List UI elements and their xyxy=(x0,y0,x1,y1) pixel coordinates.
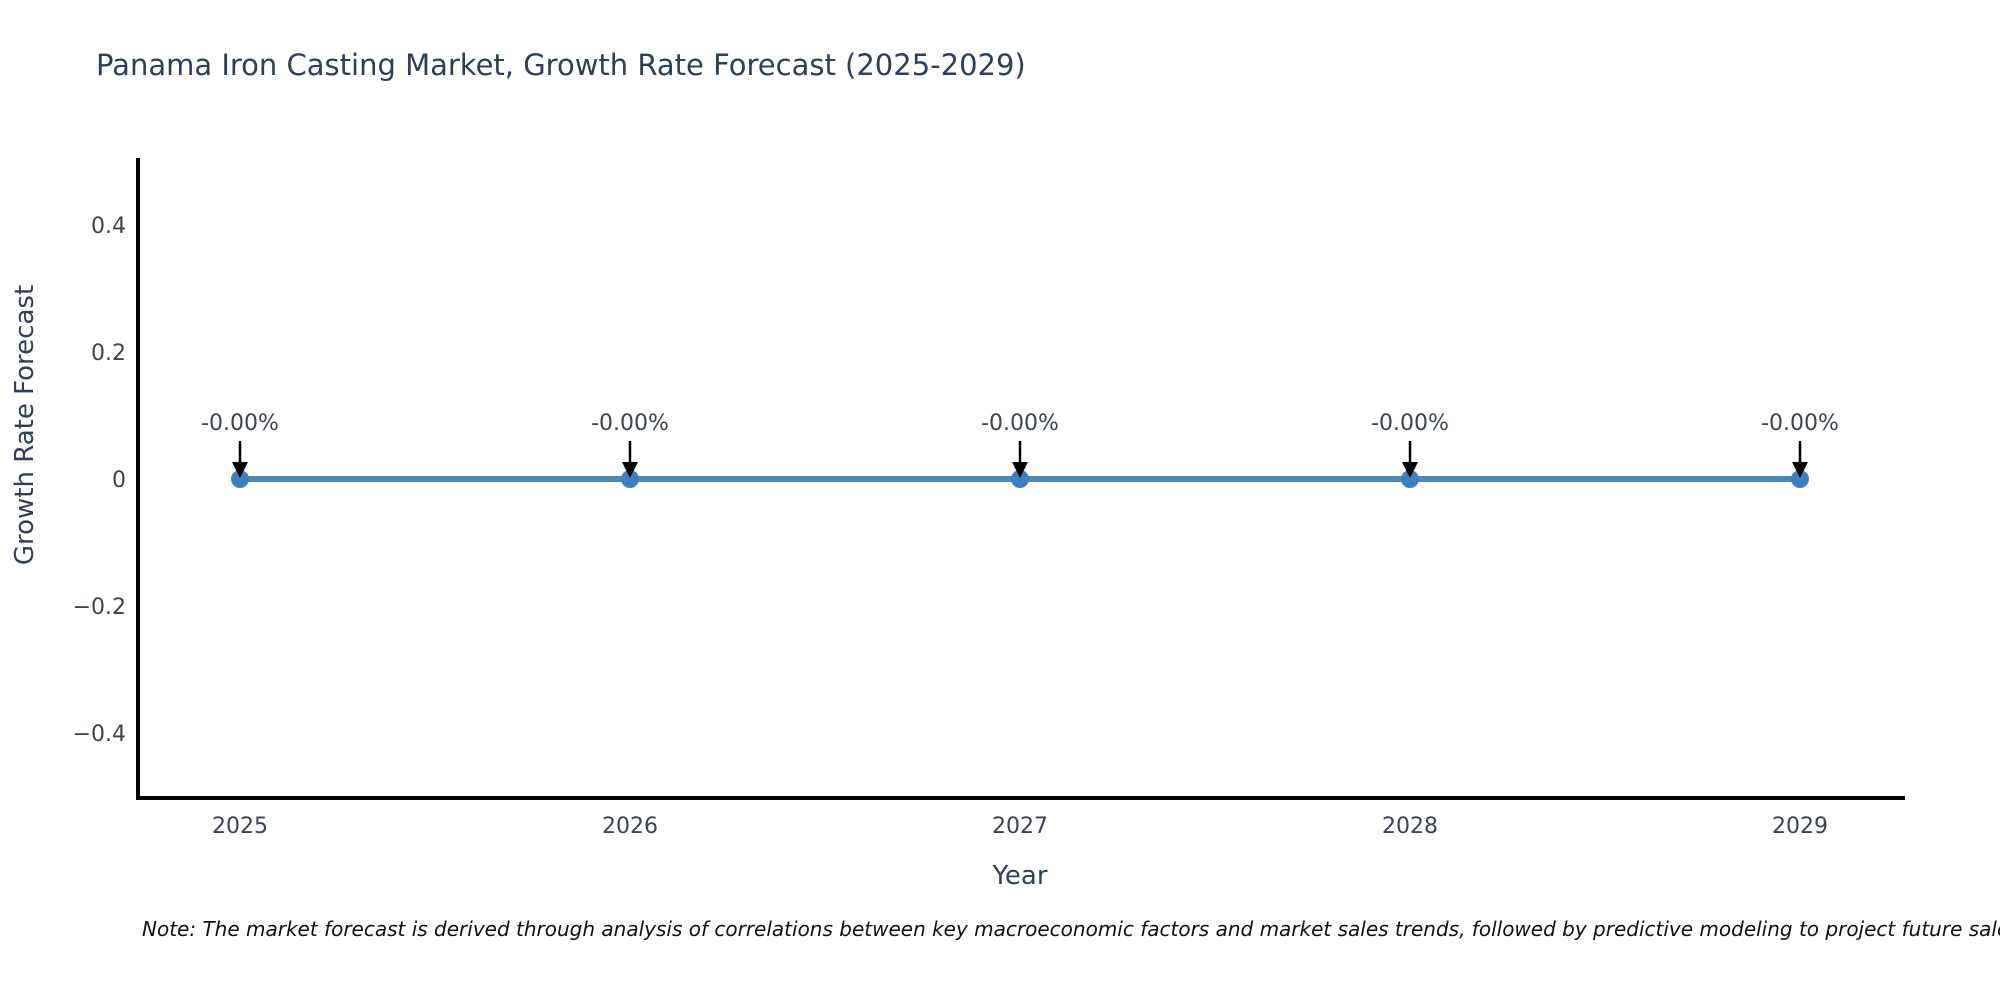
point-annotation: -0.00% xyxy=(1761,411,1839,478)
annotation-arrowhead xyxy=(232,462,248,478)
data-point-marker xyxy=(231,470,249,488)
annotation-label: -0.00% xyxy=(1761,411,1839,436)
annotation-arrowhead xyxy=(622,462,638,478)
y-tick-label: 0 xyxy=(112,468,126,493)
point-annotation: -0.00% xyxy=(591,411,669,478)
annotation-label: -0.00% xyxy=(201,411,279,436)
annotation-layer: -0.00% -0.00% -0.00% -0.00% -0.00% xyxy=(201,411,1839,478)
y-tick-label: 0.4 xyxy=(91,214,126,239)
annotation-label: -0.00% xyxy=(981,411,1059,436)
axes-layer: 0.4 0.2 0 −0.2 −0.4 2025 2026 2027 2028 2029 xyxy=(73,158,1905,839)
point-annotation: -0.00% xyxy=(1371,411,1449,478)
footnote: Note: The market forecast is derived thr… xyxy=(142,917,2000,941)
point-annotation: -0.00% xyxy=(981,411,1059,478)
annotation-label: -0.00% xyxy=(1371,411,1449,436)
x-tick-label: 2026 xyxy=(602,814,658,839)
data-point-marker xyxy=(621,470,639,488)
data-point-marker xyxy=(1791,470,1809,488)
annotation-label: -0.00% xyxy=(591,411,669,436)
y-tick-label: 0.2 xyxy=(91,341,126,366)
x-axis-title: Year xyxy=(992,861,1048,891)
x-tick-label: 2028 xyxy=(1382,814,1438,839)
point-annotation: -0.00% xyxy=(201,411,279,478)
data-point-marker xyxy=(1401,470,1419,488)
x-tick-label: 2025 xyxy=(212,814,268,839)
x-tick-label: 2027 xyxy=(992,814,1048,839)
x-tick-label: 2029 xyxy=(1772,814,1828,839)
annotation-arrowhead xyxy=(1792,462,1808,478)
y-tick-label: −0.4 xyxy=(73,722,126,747)
annotation-arrowhead xyxy=(1402,462,1418,478)
series-layer xyxy=(231,470,1809,488)
chart-title: Panama Iron Casting Market, Growth Rate … xyxy=(96,48,1026,82)
annotation-arrowhead xyxy=(1012,462,1028,478)
data-point-marker xyxy=(1011,470,1029,488)
y-tick-label: −0.2 xyxy=(73,595,126,620)
